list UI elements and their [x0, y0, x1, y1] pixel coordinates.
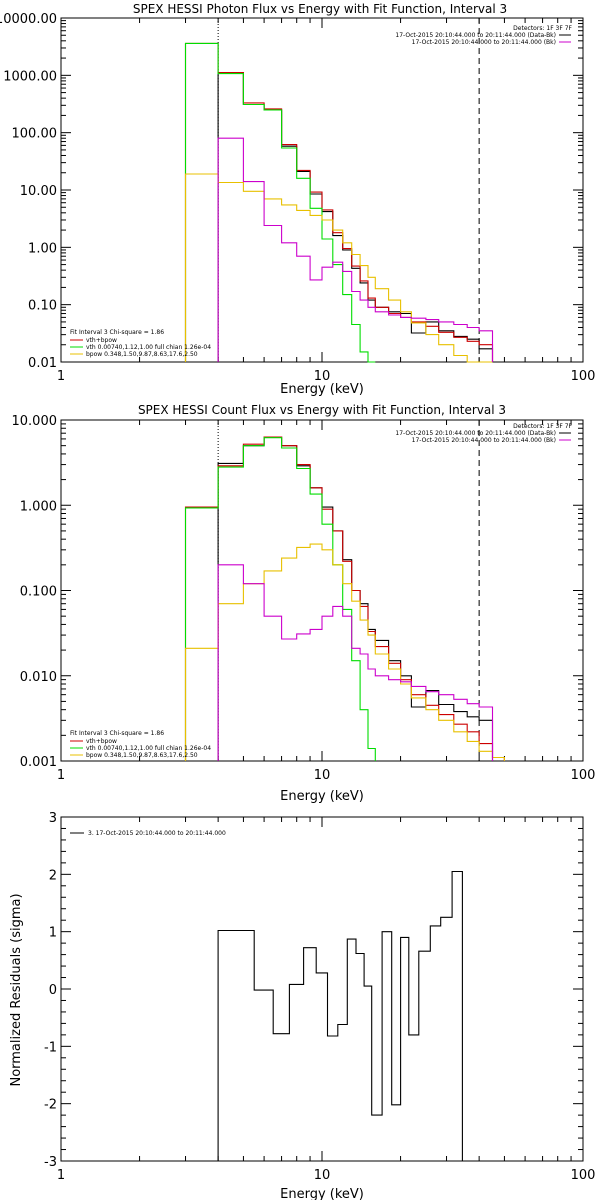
y-tick-label: 1 [49, 926, 57, 941]
y-tick-label: 0.01 [28, 356, 57, 371]
legend-bottom: Fit Interval 3 Chi-square = 1.86 vth+bpo… [70, 329, 211, 358]
series-bpow [184, 543, 505, 761]
y-tick-label: 0.001 [20, 755, 57, 770]
legend-top: Detectors: 1F 3F 7F 17-Oct-2015 20:10:44… [395, 423, 572, 444]
plot-frame [60, 419, 584, 762]
x-tick-label: 10 [314, 369, 331, 384]
detectors-label: Detectors: 1F 3F 7F [513, 25, 572, 32]
range-markers [217, 420, 480, 761]
legend-bk: 17-Oct-2015 20:10:44.000 to 20:11:44.000… [412, 39, 556, 46]
y-tick-label: 10.000 [12, 414, 58, 429]
range-markers [217, 18, 480, 362]
y-tick-label: 1.000 [20, 499, 57, 514]
y-tick-label: 10.00 [20, 184, 57, 199]
x-tick-label: 1 [57, 369, 65, 384]
series-background [217, 137, 494, 362]
legend-vth: vth 0.00740,1.12,1.00 full chian 1.26e-0… [86, 745, 211, 752]
series-background [217, 564, 494, 761]
y-tick-label: 0 [49, 983, 57, 998]
series-bpow [184, 173, 493, 363]
plot-frame [60, 17, 584, 363]
fit-interval-label: Fit Interval 3 Chi-square = 1.86 [70, 730, 164, 737]
y-tick-label: 100.00 [12, 127, 58, 142]
axis-ticks: 1 10 100 0.001 0.010 0.100 1.000 10.000 [12, 414, 596, 783]
residual-series [217, 870, 463, 1161]
legend-bpow: bpow 0.348,1.50,9.87,8.63,17.6,2.50 [86, 351, 198, 358]
x-tick-label: 10 [314, 768, 331, 783]
legend-bk: 17-Oct-2015 20:10:44.000 to 20:11:44.000… [412, 437, 556, 444]
residuals-panel: 1 10 100 -3 -2 -1 0 1 2 3 Energy (keV) Normalized… [9, 811, 595, 1200]
legend-vth: vth 0.00740,1.12,1.00 full chian 1.26e-0… [86, 344, 211, 351]
panel-title: SPEX HESSI Photon Flux vs Energy with Fi… [133, 2, 507, 16]
legend-total: vth+bpow [86, 337, 117, 344]
series-data [217, 71, 494, 362]
y-tick-label: 0.100 [20, 585, 57, 600]
series-data [217, 436, 494, 761]
spectrum-series [184, 436, 505, 761]
y-tick-label: 1.00 [28, 241, 57, 256]
legend-data-bk: 17-Oct-2015 20:10:44.000 to 20:11:44.000… [395, 430, 556, 437]
panel-title: SPEX HESSI Count Flux vs Energy with Fit… [138, 403, 506, 417]
legend-bpow: bpow 0.348,1.50,9.87,8.63,17.6,2.50 [86, 752, 198, 759]
spectrum-series [184, 42, 494, 363]
y-tick-label: 0.10 [28, 299, 57, 314]
x-tick-label: 100 [571, 1168, 596, 1183]
x-axis-label: Energy (keV) [280, 382, 364, 397]
series-total [184, 42, 494, 362]
y-tick-label: -2 [44, 1098, 57, 1113]
series-vth [184, 437, 376, 761]
legend-data-bk: 17-Oct-2015 20:10:44.000 to 20:11:44.000… [395, 32, 556, 39]
plot-frame [60, 816, 584, 1162]
y-axis-label: Normalized Residuals (sigma) [9, 893, 24, 1086]
legend-top: Detectors: 1F 3F 7F 17-Oct-2015 20:10:44… [395, 25, 572, 46]
x-tick-label: 100 [571, 768, 596, 783]
axis-ticks: 1 10 100 -3 -2 -1 0 1 2 3 [44, 811, 595, 1183]
series-data [217, 870, 463, 1161]
legend-total: vth+bpow [86, 738, 117, 745]
series-vth [184, 42, 376, 363]
x-tick-label: 1 [57, 1168, 65, 1183]
x-tick-label: 10 [314, 1168, 331, 1183]
x-axis-label: Energy (keV) [280, 1187, 364, 1200]
y-tick-label: -3 [44, 1155, 57, 1170]
y-tick-label: 2 [49, 868, 57, 883]
legend-interval: 3. 17-Oct-2015 20:10:44.000 to 20:11:44.… [88, 830, 226, 837]
y-tick-label: -1 [44, 1040, 57, 1055]
y-tick-label: 10000.00 [0, 12, 57, 27]
detectors-label: Detectors: 1F 3F 7F [513, 423, 572, 430]
count-flux-panel: SPEX HESSI Count Flux vs Energy with Fit… [12, 403, 596, 804]
fit-interval-label: Fit Interval 3 Chi-square = 1.86 [70, 329, 164, 336]
y-tick-label: 3 [49, 811, 57, 826]
y-tick-label: 1000.00 [3, 69, 57, 84]
legend-bottom: Fit Interval 3 Chi-square = 1.86 vth+bpo… [70, 730, 211, 759]
y-tick-label: 0.010 [20, 670, 57, 685]
x-tick-label: 1 [57, 768, 65, 783]
axis-ticks: 1 10 100 0.01 0.10 1.00 10.00 100.00 1000.00 1000… [0, 12, 595, 384]
photon-flux-panel: SPEX HESSI Photon Flux vs Energy with Fi… [0, 2, 595, 397]
series-total [184, 436, 505, 761]
x-tick-label: 100 [571, 369, 596, 384]
x-axis-label: Energy (keV) [280, 789, 364, 804]
legend-top: 3. 17-Oct-2015 20:10:44.000 to 20:11:44.… [70, 830, 226, 837]
